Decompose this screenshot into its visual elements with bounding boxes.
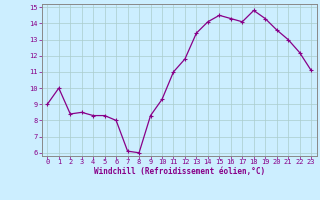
X-axis label: Windchill (Refroidissement éolien,°C): Windchill (Refroidissement éolien,°C) bbox=[94, 167, 265, 176]
